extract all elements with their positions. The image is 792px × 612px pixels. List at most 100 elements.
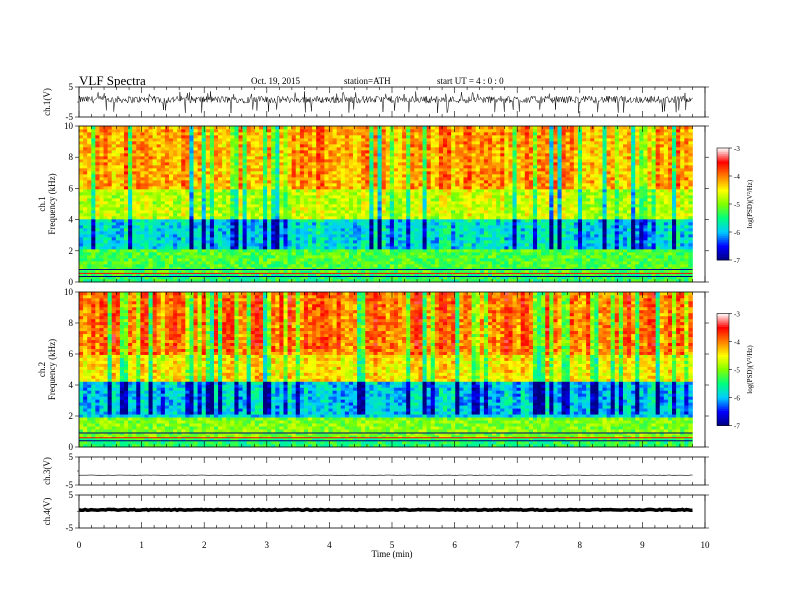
spectrogram-cell — [144, 234, 148, 237]
spectrogram-cell — [275, 219, 279, 222]
spectrogram-cell — [386, 216, 390, 219]
spectrogram-cell — [447, 216, 451, 219]
spectrogram-cell — [288, 174, 292, 177]
spectrogram-cell — [104, 270, 108, 273]
spectrogram-cell — [128, 165, 132, 168]
spectrogram-cell — [382, 243, 386, 246]
spectrogram-cell — [120, 135, 124, 138]
spectrogram-cell — [194, 165, 198, 168]
spectrogram-cell — [194, 150, 198, 153]
spectrogram-cell — [153, 129, 157, 132]
spectrogram-cell — [157, 270, 161, 273]
spectrogram-cell — [423, 270, 427, 273]
spectrogram-cell — [83, 261, 87, 264]
spectrogram-cell — [341, 210, 345, 213]
spectrogram-cell — [386, 186, 390, 189]
spectrogram-cell — [320, 243, 324, 246]
spectrogram-cell — [394, 210, 398, 213]
spectrogram-cell — [161, 216, 165, 219]
spectrogram-cell — [132, 126, 136, 129]
spectrogram-cell — [210, 261, 214, 264]
spectrogram-cell — [300, 243, 304, 246]
spectrogram-cell — [234, 207, 238, 210]
spectrogram-cell — [189, 234, 193, 237]
spectrogram-cell — [455, 210, 459, 213]
spectrogram-cell — [116, 132, 120, 135]
spectrogram-cell — [206, 129, 210, 132]
spectrogram-cell — [304, 159, 308, 162]
spectrogram-cell — [169, 171, 173, 174]
spectrogram-cell — [157, 135, 161, 138]
spectrogram-cell — [361, 228, 365, 231]
spectrogram-cell — [378, 150, 382, 153]
spectrogram-cell — [275, 168, 279, 171]
spectrogram-cell — [267, 156, 271, 159]
spectrogram-cell — [149, 189, 153, 192]
spectrogram-cell — [304, 189, 308, 192]
spectrogram-cell — [423, 264, 427, 267]
spectrogram-cell — [328, 192, 332, 195]
spectrogram-cell — [99, 153, 103, 156]
spectrogram-cell — [108, 246, 112, 249]
spectrogram-cell — [214, 210, 218, 213]
spectrogram-cell — [161, 162, 165, 165]
spectrogram-cell — [353, 147, 357, 150]
spectrogram-cell — [132, 192, 136, 195]
spectrogram-cell — [165, 141, 169, 144]
spectrogram-cell — [128, 225, 132, 228]
spectrogram-cell — [251, 129, 255, 132]
spectrogram-cell — [198, 258, 202, 261]
spectrogram-cell — [91, 204, 95, 207]
spectrogram-cell — [447, 177, 451, 180]
spectrogram-cell — [292, 144, 296, 147]
spectrogram-cell — [439, 159, 443, 162]
spectrogram-cell — [99, 132, 103, 135]
spectrogram-cell — [222, 159, 226, 162]
spectrogram-cell — [239, 246, 243, 249]
spectrogram-cell — [132, 201, 136, 204]
spectrogram-cell — [283, 153, 287, 156]
spectrogram-cell — [144, 198, 148, 201]
spectrogram-cell — [210, 189, 214, 192]
spectrogram-cell — [443, 204, 447, 207]
spectrogram-cell — [99, 207, 103, 210]
spectrogram-cell — [288, 255, 292, 258]
spectrogram-cell — [447, 234, 451, 237]
spectrogram-cell — [447, 144, 451, 147]
spectrogram-cell — [218, 177, 222, 180]
spectrogram-cell — [79, 129, 83, 132]
spectrogram-cell — [181, 168, 185, 171]
spectrogram-cell — [431, 132, 435, 135]
spectrogram-cell — [435, 183, 439, 186]
spectrogram-cell — [255, 240, 259, 243]
spectrogram-cell — [296, 156, 300, 159]
spectrogram-cell — [140, 198, 144, 201]
spectrogram-cell — [157, 237, 161, 240]
spectrogram-cell — [181, 126, 185, 129]
spectrogram-cell — [447, 189, 451, 192]
spectrogram-cell — [124, 147, 128, 150]
spectrogram-cell — [83, 132, 87, 135]
spectrogram-cell — [349, 150, 353, 153]
spectrogram-cell — [373, 138, 377, 141]
spectrogram-cell — [316, 138, 320, 141]
spectrogram-cell — [357, 198, 361, 201]
spectrogram-cell — [83, 165, 87, 168]
spectrogram-cell — [120, 129, 124, 132]
spectrogram-cell — [222, 240, 226, 243]
spectrogram-cell — [153, 147, 157, 150]
spectrogram-cell — [312, 132, 316, 135]
spectrogram-cell — [361, 249, 365, 252]
spectrogram-cell — [136, 150, 140, 153]
spectrogram-cell — [99, 246, 103, 249]
spectrogram-cell — [288, 171, 292, 174]
spectrogram-cell — [410, 228, 414, 231]
spectrogram-cell — [112, 219, 116, 222]
spectrogram-cell — [120, 258, 124, 261]
spectrogram-cell — [316, 228, 320, 231]
spectrogram-cell — [357, 162, 361, 165]
spectrogram-cell — [218, 213, 222, 216]
spectrogram-cell — [296, 159, 300, 162]
spectrogram-cell — [304, 147, 308, 150]
spectrogram-cell — [112, 210, 116, 213]
